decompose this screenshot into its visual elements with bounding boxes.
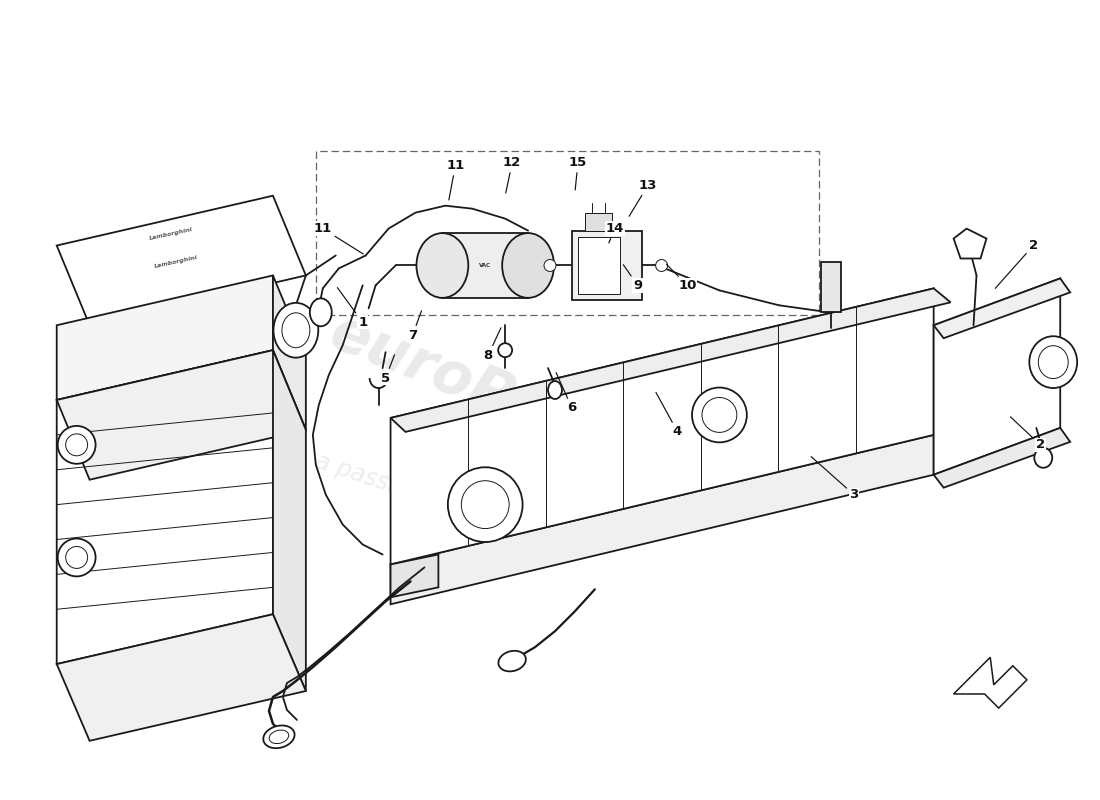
Text: Lamborghini: Lamborghini [150,226,194,241]
Polygon shape [578,237,619,294]
Ellipse shape [1038,346,1068,378]
Ellipse shape [57,426,96,464]
Text: 7: 7 [408,311,421,342]
Ellipse shape [1030,336,1077,388]
Text: 6: 6 [557,373,576,414]
Polygon shape [273,275,306,430]
Text: 9: 9 [624,265,642,292]
Polygon shape [934,278,1070,338]
Text: 13: 13 [629,179,657,216]
Polygon shape [57,275,273,400]
Text: 14: 14 [606,222,624,243]
Ellipse shape [310,298,332,326]
Text: 4: 4 [656,393,682,438]
Text: 15: 15 [569,156,587,190]
Polygon shape [390,554,439,598]
Text: 12: 12 [503,156,521,193]
Ellipse shape [503,233,554,298]
Text: a passion for parts: a passion for parts [312,449,529,540]
Polygon shape [821,262,842,312]
Text: 1: 1 [338,288,367,329]
Text: 8: 8 [484,328,500,362]
Text: 11: 11 [314,222,363,254]
Ellipse shape [66,434,88,456]
Ellipse shape [498,343,513,357]
Ellipse shape [417,233,469,298]
Ellipse shape [692,387,747,442]
Ellipse shape [263,726,295,748]
Ellipse shape [274,303,318,358]
Polygon shape [390,288,950,432]
Ellipse shape [461,481,509,529]
Polygon shape [442,233,528,298]
Text: euroParts: euroParts [321,304,639,476]
Polygon shape [585,213,612,230]
Text: 5: 5 [381,354,395,385]
Ellipse shape [282,313,310,348]
Text: 10: 10 [667,265,696,292]
Ellipse shape [656,259,668,271]
Text: 2: 2 [996,239,1038,288]
Polygon shape [273,350,306,691]
Ellipse shape [544,259,556,271]
Text: VAC: VAC [480,263,492,268]
Polygon shape [954,229,987,258]
Ellipse shape [548,381,562,399]
Polygon shape [57,350,273,664]
Text: Lamborghini: Lamborghini [154,254,198,269]
Polygon shape [57,196,306,326]
Text: 11: 11 [447,159,464,200]
Text: 2: 2 [1011,417,1045,451]
Bar [316,151,820,315]
Ellipse shape [270,730,288,743]
Polygon shape [934,278,1060,474]
Ellipse shape [66,546,88,569]
Ellipse shape [448,467,522,542]
Ellipse shape [702,398,737,432]
Polygon shape [57,350,306,480]
Polygon shape [954,658,1027,708]
Polygon shape [390,435,934,604]
Ellipse shape [498,651,526,671]
Polygon shape [934,428,1070,488]
Text: 3: 3 [811,457,859,501]
Ellipse shape [1034,448,1053,468]
Polygon shape [390,288,934,565]
Ellipse shape [57,538,96,576]
Polygon shape [572,230,641,300]
Polygon shape [57,614,306,741]
